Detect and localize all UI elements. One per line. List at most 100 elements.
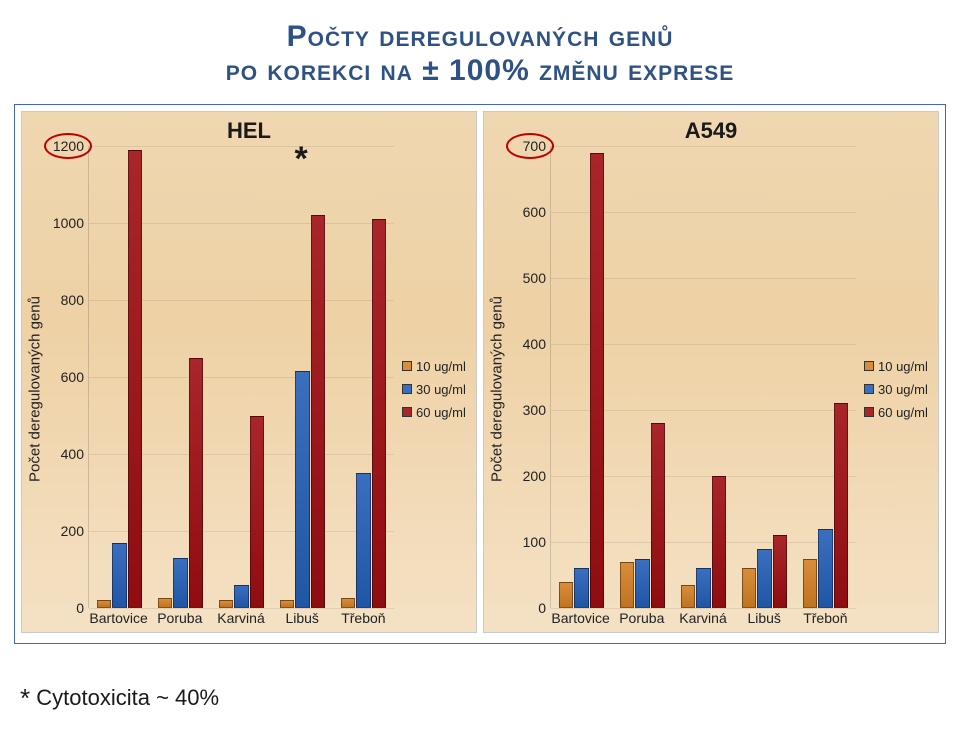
circled-tick-icon — [506, 133, 554, 159]
y-ticks: 020040060080010001200 — [48, 146, 88, 608]
legend-item: 30 ug/ml — [402, 382, 476, 397]
circled-tick-icon — [44, 133, 92, 159]
bar — [635, 559, 649, 609]
bar — [280, 600, 294, 608]
x-label: Poruba — [619, 610, 664, 626]
legend-label: 30 ug/ml — [878, 382, 928, 397]
bar — [341, 598, 355, 608]
y-tick: 400 — [523, 336, 546, 352]
x-label: Karviná — [679, 610, 726, 626]
bars-group — [157, 146, 203, 608]
bar — [311, 215, 325, 608]
bar — [803, 559, 817, 609]
chart-body: Počet deregulovaných genů010020030040050… — [484, 146, 938, 632]
legend-swatch — [864, 407, 874, 417]
bar — [696, 568, 710, 608]
x-label: Třeboň — [341, 610, 385, 626]
bar — [559, 582, 573, 608]
x-labels: BartovicePorubaKarvináLibušTřeboň — [510, 608, 856, 632]
plot-region: 020040060080010001200*BartovicePorubaKar… — [48, 146, 398, 632]
plot-row: 020040060080010001200* — [48, 146, 394, 608]
bar — [757, 549, 771, 608]
bar — [818, 529, 832, 608]
legend-item: 30 ug/ml — [864, 382, 938, 397]
x-label: Libuš — [747, 610, 780, 626]
bar — [574, 568, 588, 608]
bars-group — [680, 146, 726, 608]
y-tick: 1000 — [53, 215, 84, 231]
bars-group — [279, 146, 325, 608]
footnote-star: * — [20, 683, 30, 713]
bar — [834, 403, 848, 608]
legend-item: 60 ug/ml — [402, 405, 476, 420]
legend-item: 10 ug/ml — [402, 359, 476, 374]
bar — [590, 153, 604, 608]
footnote: * Cytotoxicita ~ 40% — [20, 683, 219, 714]
bar — [773, 535, 787, 608]
y-axis-label-text: Počet deregulovaných genů — [489, 296, 506, 482]
y-tick: 600 — [61, 369, 84, 385]
bar — [620, 562, 634, 608]
legend-label: 30 ug/ml — [416, 382, 466, 397]
y-axis-label-text: Počet deregulovaných genů — [27, 296, 44, 482]
bars-group — [340, 146, 386, 608]
y-axis-label: Počet deregulovaných genů — [484, 146, 510, 632]
legend: 10 ug/ml 30 ug/ml 60 ug/ml — [398, 146, 476, 632]
bars-group — [558, 146, 604, 608]
bar — [651, 423, 665, 608]
bars-group — [96, 146, 142, 608]
legend-swatch — [864, 384, 874, 394]
bars-group — [619, 146, 665, 608]
bar — [742, 568, 756, 608]
page-title-block: Počty deregulovaných genů po korekci na … — [0, 0, 960, 88]
y-tick: 300 — [523, 402, 546, 418]
legend-swatch — [402, 361, 412, 371]
legend-swatch — [402, 407, 412, 417]
title-line-2: po korekci na ± 100% změnu exprese — [0, 54, 960, 88]
bar — [356, 473, 370, 608]
legend-item: 60 ug/ml — [864, 405, 938, 420]
chart-body: Počet deregulovaných genů020040060080010… — [22, 146, 476, 632]
plot-region: 0100200300400500600700BartovicePorubaKar… — [510, 146, 860, 632]
legend-item: 10 ug/ml — [864, 359, 938, 374]
legend-label: 60 ug/ml — [416, 405, 466, 420]
legend-label: 60 ug/ml — [878, 405, 928, 420]
bars-group — [802, 146, 848, 608]
legend: 10 ug/ml 30 ug/ml 60 ug/ml — [860, 146, 938, 632]
x-label: Libuš — [285, 610, 318, 626]
footnote-text: Cytotoxicita ~ 40% — [36, 685, 219, 710]
title-line-1: Počty deregulovaných genů — [0, 20, 960, 54]
legend-swatch — [864, 361, 874, 371]
bar — [128, 150, 142, 608]
y-tick: 100 — [523, 534, 546, 550]
y-ticks: 0100200300400500600700 — [510, 146, 550, 608]
x-labels: BartovicePorubaKarvináLibušTřeboň — [48, 608, 394, 632]
bar — [173, 558, 187, 608]
y-tick: 200 — [61, 523, 84, 539]
bar — [250, 416, 264, 609]
bar — [681, 585, 695, 608]
plot-row: 0100200300400500600700 — [510, 146, 856, 608]
x-label: Bartovice — [89, 610, 147, 626]
x-label: Karviná — [217, 610, 264, 626]
bar — [219, 600, 233, 608]
y-tick: 800 — [61, 292, 84, 308]
legend-swatch — [402, 384, 412, 394]
bar — [234, 585, 248, 608]
asterisk-mark: * — [295, 140, 308, 179]
bars-group — [741, 146, 787, 608]
chart-panel-hel: HELPočet deregulovaných genů020040060080… — [21, 111, 477, 633]
bar — [189, 358, 203, 608]
bar — [158, 598, 172, 608]
bar — [112, 543, 126, 608]
y-axis-label: Počet deregulovaných genů — [22, 146, 48, 632]
charts-frame: HELPočet deregulovaných genů020040060080… — [14, 104, 946, 644]
bar — [97, 600, 111, 608]
bars-area — [550, 146, 856, 608]
legend-label: 10 ug/ml — [416, 359, 466, 374]
bar — [295, 371, 309, 608]
bar — [372, 219, 386, 608]
y-tick: 400 — [61, 446, 84, 462]
bars-group — [218, 146, 264, 608]
legend-label: 10 ug/ml — [878, 359, 928, 374]
